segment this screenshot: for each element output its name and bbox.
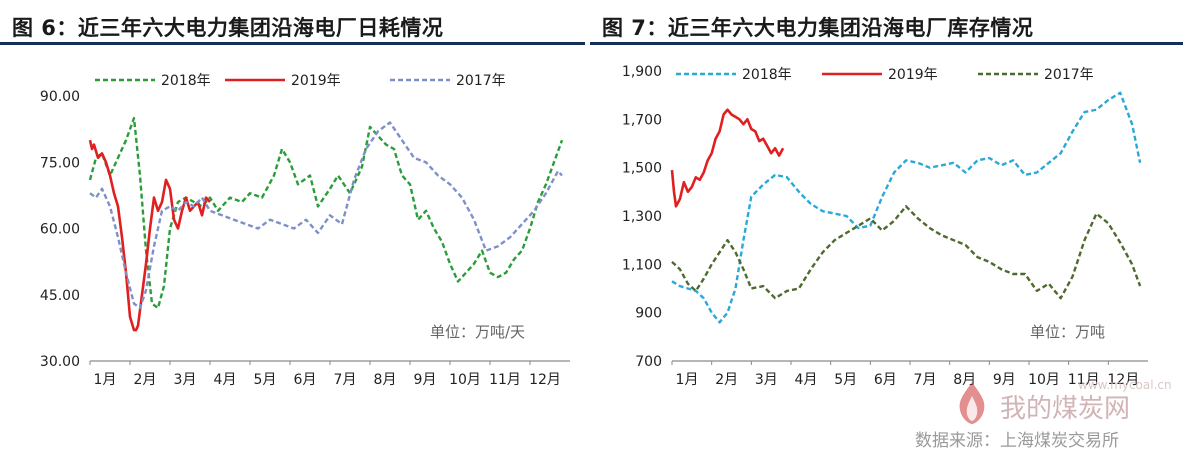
x-tick-label: 9月 <box>414 372 437 388</box>
x-tick-label: 2月 <box>134 372 157 388</box>
x-tick-label: 8月 <box>374 372 397 388</box>
title-divider <box>0 42 585 45</box>
x-tick-label: 10月 <box>1028 372 1060 388</box>
series-line-1 <box>88 139 211 332</box>
unit-note: 单位：万吨 <box>1030 323 1105 341</box>
y-tick-label: 90.00 <box>40 89 80 105</box>
x-tick-label: 5月 <box>254 372 277 388</box>
x-tick-label: 12月 <box>529 372 561 388</box>
x-tick-label: 9月 <box>993 372 1016 388</box>
x-tick-label: 5月 <box>834 372 857 388</box>
x-tick-label: 11月 <box>489 372 521 388</box>
x-tick-label: 4月 <box>795 372 818 388</box>
x-tick-label: 10月 <box>449 372 481 388</box>
y-tick-label: 1,300 <box>622 209 662 225</box>
series-line-0 <box>671 91 1142 324</box>
chart-plot-daily-consumption: 30.00 45.00 60.00 75.00 90.00 1月 2月 3月 4月 5月 6月 7月 8… <box>40 73 570 388</box>
x-tick-label: 7月 <box>334 372 357 388</box>
series-line-2 <box>89 121 563 310</box>
y-tick-label: 30.00 <box>40 354 80 370</box>
coal-flame-logo-icon <box>959 382 985 424</box>
chart-panel-daily-consumption: 图 6：近三年六大电力集团沿海电厂日耗情况 30.00 45.00 60.00 75.… <box>0 0 585 446</box>
series-line-1 <box>670 108 785 208</box>
legend-label: 2017年 <box>1044 67 1094 83</box>
y-tick-label: 75.00 <box>40 155 80 171</box>
x-tick-label: 1月 <box>676 372 699 388</box>
unit-note: 单位：万吨/天 <box>430 323 525 341</box>
x-tick-label: 4月 <box>214 372 237 388</box>
legend-label: 2019年 <box>291 73 341 89</box>
x-tick-label: 2月 <box>715 372 738 388</box>
y-tick-label: 1,900 <box>622 64 662 80</box>
y-tick-label: 60.00 <box>40 222 80 238</box>
legend-label: 2017年 <box>456 73 506 89</box>
watermark-site-url: www.mycoal.cn <box>1078 378 1172 392</box>
chart-title: 图 7：近三年六大电力集团沿海电厂库存情况 <box>602 16 1034 40</box>
y-tick-label: 1,500 <box>622 161 662 177</box>
series-line-2 <box>671 205 1142 300</box>
y-tick-label: 1,700 <box>622 112 662 128</box>
x-tick-label: 7月 <box>914 372 937 388</box>
chart-panel-inventory: 图 7：近三年六大电力集团沿海电厂库存情况 700 900 1,100 1,300 1,… <box>590 0 1183 446</box>
x-tick-label: 8月 <box>953 372 976 388</box>
series-line-0 <box>88 116 564 310</box>
chart-plot-inventory: 700 900 1,100 1,300 1,500 1,700 1,900 1月 2月 3月 4月 5… <box>622 64 1148 388</box>
x-tick-label: 12月 <box>1107 372 1139 388</box>
legend-label: 2019年 <box>888 67 938 83</box>
data-source-note: 数据来源：上海煤炭交易所 <box>915 431 1119 451</box>
y-tick-label: 45.00 <box>40 288 80 304</box>
y-tick-label: 900 <box>635 306 662 322</box>
x-tick-label: 6月 <box>874 372 897 388</box>
x-tick-label: 3月 <box>174 372 197 388</box>
y-tick-label: 1,100 <box>622 257 662 273</box>
chart-title: 图 6：近三年六大电力集团沿海电厂日耗情况 <box>12 16 444 40</box>
watermark-site-name: 我的煤炭网 <box>1000 394 1131 424</box>
x-tick-label: 6月 <box>294 372 317 388</box>
x-tick-label: 1月 <box>94 372 117 388</box>
x-tick-label: 3月 <box>755 372 778 388</box>
legend-label: 2018年 <box>161 73 211 89</box>
x-tick-label: 11月 <box>1068 372 1100 388</box>
legend-label: 2018年 <box>742 67 792 83</box>
y-tick-label: 700 <box>635 354 662 370</box>
title-divider <box>590 42 1183 45</box>
